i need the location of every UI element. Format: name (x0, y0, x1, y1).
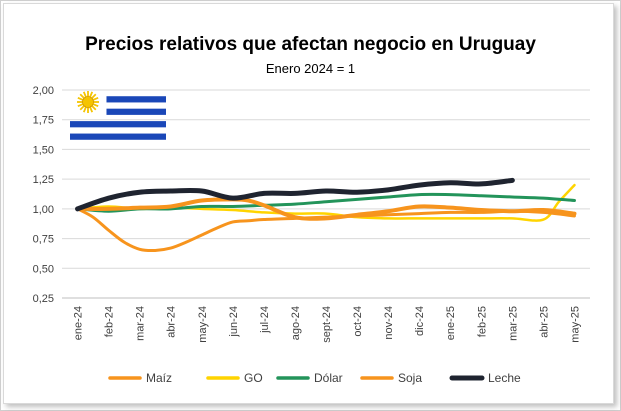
sun-ray (92, 96, 99, 101)
y-tick-label: 2,00 (33, 85, 54, 97)
x-tick-label: feb-25 (476, 306, 488, 337)
series-line-soja (75, 197, 577, 221)
series-line-leche (75, 177, 515, 212)
legend-label: Leche (488, 371, 521, 385)
sun-ray (82, 91, 87, 98)
series-line-maiz (76, 207, 576, 253)
sun-ray (90, 104, 97, 111)
sun-ray (92, 103, 99, 108)
x-tick-label: abr-25 (538, 306, 550, 338)
sun-ray (77, 96, 84, 101)
y-axis: 0,25 0,50 0,75 1,00 1,25 1,50 1,75 2,00 (33, 85, 54, 305)
y-tick-label: 1,25 (33, 174, 54, 186)
x-tick-label: oct-24 (352, 306, 364, 337)
x-tick-label: jun-24 (228, 306, 240, 338)
sun-ray (89, 106, 94, 113)
x-tick-label: abr-24 (166, 306, 178, 338)
flag-stripe (106, 108, 166, 115)
chart-title: Precios relativos que afectan negocio en… (85, 34, 536, 55)
legend-label: Maíz (146, 371, 172, 385)
x-tick-label: ene-25 (445, 306, 457, 340)
x-tick-label: jul-24 (259, 306, 271, 334)
gridlines (62, 89, 590, 299)
x-tick-label: feb-24 (104, 306, 116, 337)
y-tick-label: 1,50 (33, 144, 54, 156)
flag-stripe (70, 133, 166, 140)
x-tick-label: may-24 (197, 306, 209, 343)
legend-label: Dólar (314, 371, 343, 385)
y-tick-label: 0,50 (33, 263, 54, 275)
x-axis: ene-24 feb-24 mar-24 abr-24 may-24 jun-24 jul-… (73, 306, 582, 343)
sun-ray (77, 103, 84, 108)
y-tick-label: 0,25 (33, 293, 54, 305)
x-tick-label: mar-25 (507, 306, 519, 341)
x-tick-label: nov-24 (383, 306, 395, 340)
x-tick-label: ago-24 (290, 306, 302, 340)
sun-ray (89, 91, 94, 98)
y-tick-label: 1,00 (33, 204, 54, 216)
flag-stripe (106, 96, 166, 103)
legend-label: GO (244, 371, 263, 385)
legend: Maíz GO Dólar Soja Leche (108, 371, 521, 385)
flag-stripe (70, 121, 166, 128)
uruguay-flag-icon (70, 91, 166, 140)
x-tick-label: may-25 (569, 306, 581, 343)
x-tick-label: sept-24 (321, 306, 333, 343)
series-lines (75, 177, 577, 253)
sun-ray (90, 93, 97, 100)
legend-label: Soja (398, 371, 422, 385)
sun-ray (79, 104, 86, 111)
y-tick-label: 1,75 (33, 115, 54, 127)
y-tick-label: 0,75 (33, 234, 54, 246)
chart-subtitle: Enero 2024 = 1 (265, 61, 356, 76)
x-tick-label: ene-24 (73, 306, 85, 340)
x-tick-label: mar-24 (135, 306, 147, 341)
x-tick-label: dic-24 (414, 306, 426, 336)
sun-ray (79, 93, 86, 100)
sun-icon (82, 96, 94, 108)
sun-ray (82, 106, 87, 113)
